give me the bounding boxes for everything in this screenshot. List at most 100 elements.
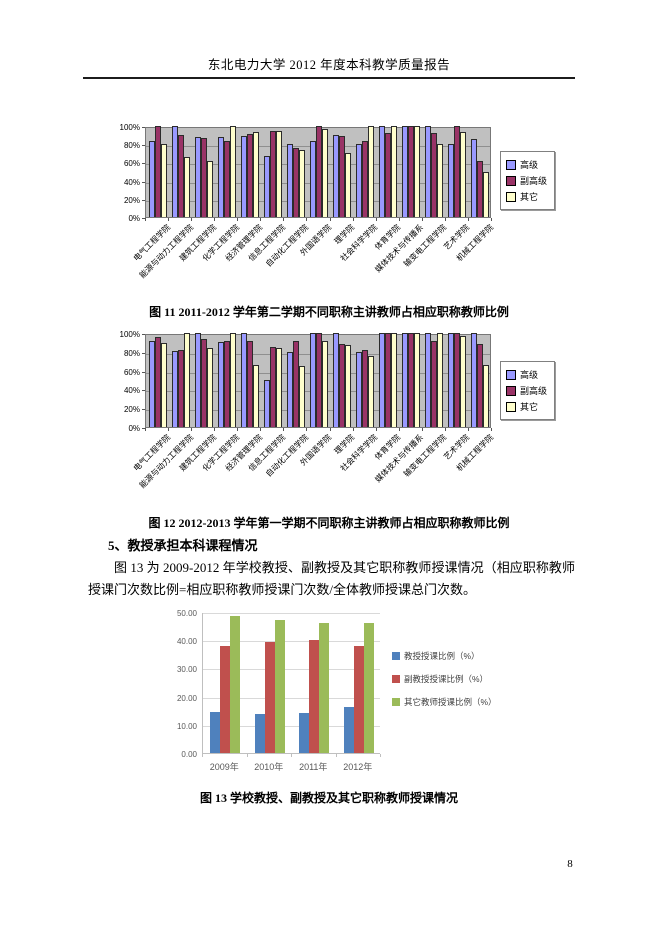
x-axis-tick xyxy=(283,218,285,221)
x-axis-tick xyxy=(352,428,354,431)
legend-label: 副高级 xyxy=(520,176,548,186)
y-axis-tick xyxy=(142,163,145,165)
bar-副高级 xyxy=(454,126,461,217)
gridline xyxy=(203,669,380,671)
bar-副教授授课比例（%） xyxy=(264,642,275,753)
bar-教授授课比例（%） xyxy=(210,712,221,753)
plot-area xyxy=(202,613,380,754)
bar-其它教师授课比例（%） xyxy=(274,619,285,753)
gridline xyxy=(203,697,380,699)
y-axis-tick xyxy=(142,218,145,219)
y-axis-label: 80% xyxy=(123,348,140,358)
bar-其它 xyxy=(183,156,190,217)
bar-其它 xyxy=(183,333,190,427)
figure-13-caption: 图 13 学校教授、副教授及其它职称教师授课情况 xyxy=(199,791,458,805)
bar-副高级 xyxy=(408,126,415,217)
x-axis-tick xyxy=(202,754,203,757)
y-axis-tick xyxy=(142,371,145,373)
legend-item: 其它 xyxy=(506,400,547,413)
bar-其它 xyxy=(460,132,467,217)
bar-高级 xyxy=(310,141,316,217)
bar-其它 xyxy=(229,333,236,427)
x-axis-tick xyxy=(398,218,400,221)
legend-label: 副教授授课比例（%） xyxy=(404,674,489,684)
bar-高级 xyxy=(448,144,455,217)
bar-其它 xyxy=(275,348,282,427)
x-axis-tick xyxy=(237,218,239,221)
legend: 教授授课比例（%） 副教授授课比例（%） 其它教师授课比例（%） xyxy=(392,650,497,719)
bar-副高级 xyxy=(200,137,207,217)
x-axis-tick xyxy=(260,428,262,431)
x-axis-tick xyxy=(398,428,400,431)
y-axis-label: 10.00 xyxy=(176,721,197,731)
bar-高级 xyxy=(263,156,270,217)
bar-高级 xyxy=(217,136,224,217)
bar-其它 xyxy=(206,348,213,427)
y-axis-label: 30.00 xyxy=(176,665,197,675)
bar-其它 xyxy=(345,153,352,217)
bar-其它教师授课比例（%） xyxy=(230,615,241,753)
x-axis-tick xyxy=(329,428,331,431)
page-header-title: 东北电力大学 2012 年度本科教学质量报告 xyxy=(207,58,451,72)
gridline xyxy=(203,641,380,643)
x-axis-tick xyxy=(375,428,377,431)
bar-教授授课比例（%） xyxy=(343,707,354,753)
x-axis-tick xyxy=(421,218,423,221)
bar-其它教师授课比例（%） xyxy=(319,622,330,753)
bar-副高级 xyxy=(246,134,253,217)
bar-副教授授课比例（%） xyxy=(220,646,231,753)
x-axis-tick xyxy=(380,754,381,757)
bar-高级 xyxy=(171,350,178,427)
bar-高级 xyxy=(356,351,363,427)
x-axis-tick xyxy=(306,428,308,431)
section-heading: 5、教授承担本科课程情况 xyxy=(108,538,258,553)
legend-swatch-icon xyxy=(392,652,400,660)
y-axis-label: 0% xyxy=(128,424,140,433)
bar-副高级 xyxy=(269,347,276,427)
bar-副教授授课比例（%） xyxy=(309,639,320,753)
bar-副高级 xyxy=(154,336,161,427)
y-axis-label: 80% xyxy=(123,141,140,151)
bar-其它 xyxy=(275,131,282,217)
legend-label: 教授授课比例（%） xyxy=(404,651,480,661)
x-axis-tick xyxy=(467,218,469,221)
legend-swatch-icon xyxy=(392,675,400,683)
x-axis-tick xyxy=(467,428,469,431)
bar-其它 xyxy=(160,144,167,217)
bar-其它 xyxy=(483,364,490,427)
bar-教授授课比例（%） xyxy=(299,712,310,753)
bar-高级 xyxy=(402,126,409,217)
figure-12-bar-chart: 0% 20% 40% 60% 80% 100% 电气工程学院 能源与动力工程学院 建筑工程学院化… xyxy=(83,327,575,510)
y-axis-label: 40% xyxy=(123,386,140,396)
x-axis-tick xyxy=(335,754,337,757)
y-axis-label: 60% xyxy=(123,367,140,377)
bar-其它 xyxy=(345,345,352,427)
x-axis-tick xyxy=(329,218,331,221)
y-axis-tick xyxy=(142,145,145,147)
bar-副高级 xyxy=(246,340,253,427)
bar-副高级 xyxy=(200,338,207,427)
x-axis-tick xyxy=(191,428,193,431)
bar-高级 xyxy=(217,342,224,427)
y-axis-tick xyxy=(142,409,145,411)
x-axis-tick xyxy=(214,218,216,221)
legend: 高级 副高级 其它 xyxy=(500,151,556,210)
bar-其它 xyxy=(322,128,328,217)
bar-其它 xyxy=(252,364,259,427)
bar-高级 xyxy=(194,333,201,427)
x-axis-tick xyxy=(145,428,146,431)
plot-area xyxy=(145,126,491,218)
bar-副高级 xyxy=(154,126,161,217)
bar-副高级 xyxy=(177,349,184,427)
bar-副高级 xyxy=(269,130,276,217)
legend-item: 教授授课比例（%） xyxy=(392,650,497,662)
x-axis-tick xyxy=(145,218,146,221)
bar-高级 xyxy=(263,380,270,427)
bar-其它 xyxy=(368,126,375,217)
bar-副高级 xyxy=(431,340,438,427)
x-axis-tick xyxy=(491,218,492,221)
bar-其它 xyxy=(391,126,398,217)
gridline xyxy=(203,613,380,614)
bar-高级 xyxy=(471,333,478,427)
